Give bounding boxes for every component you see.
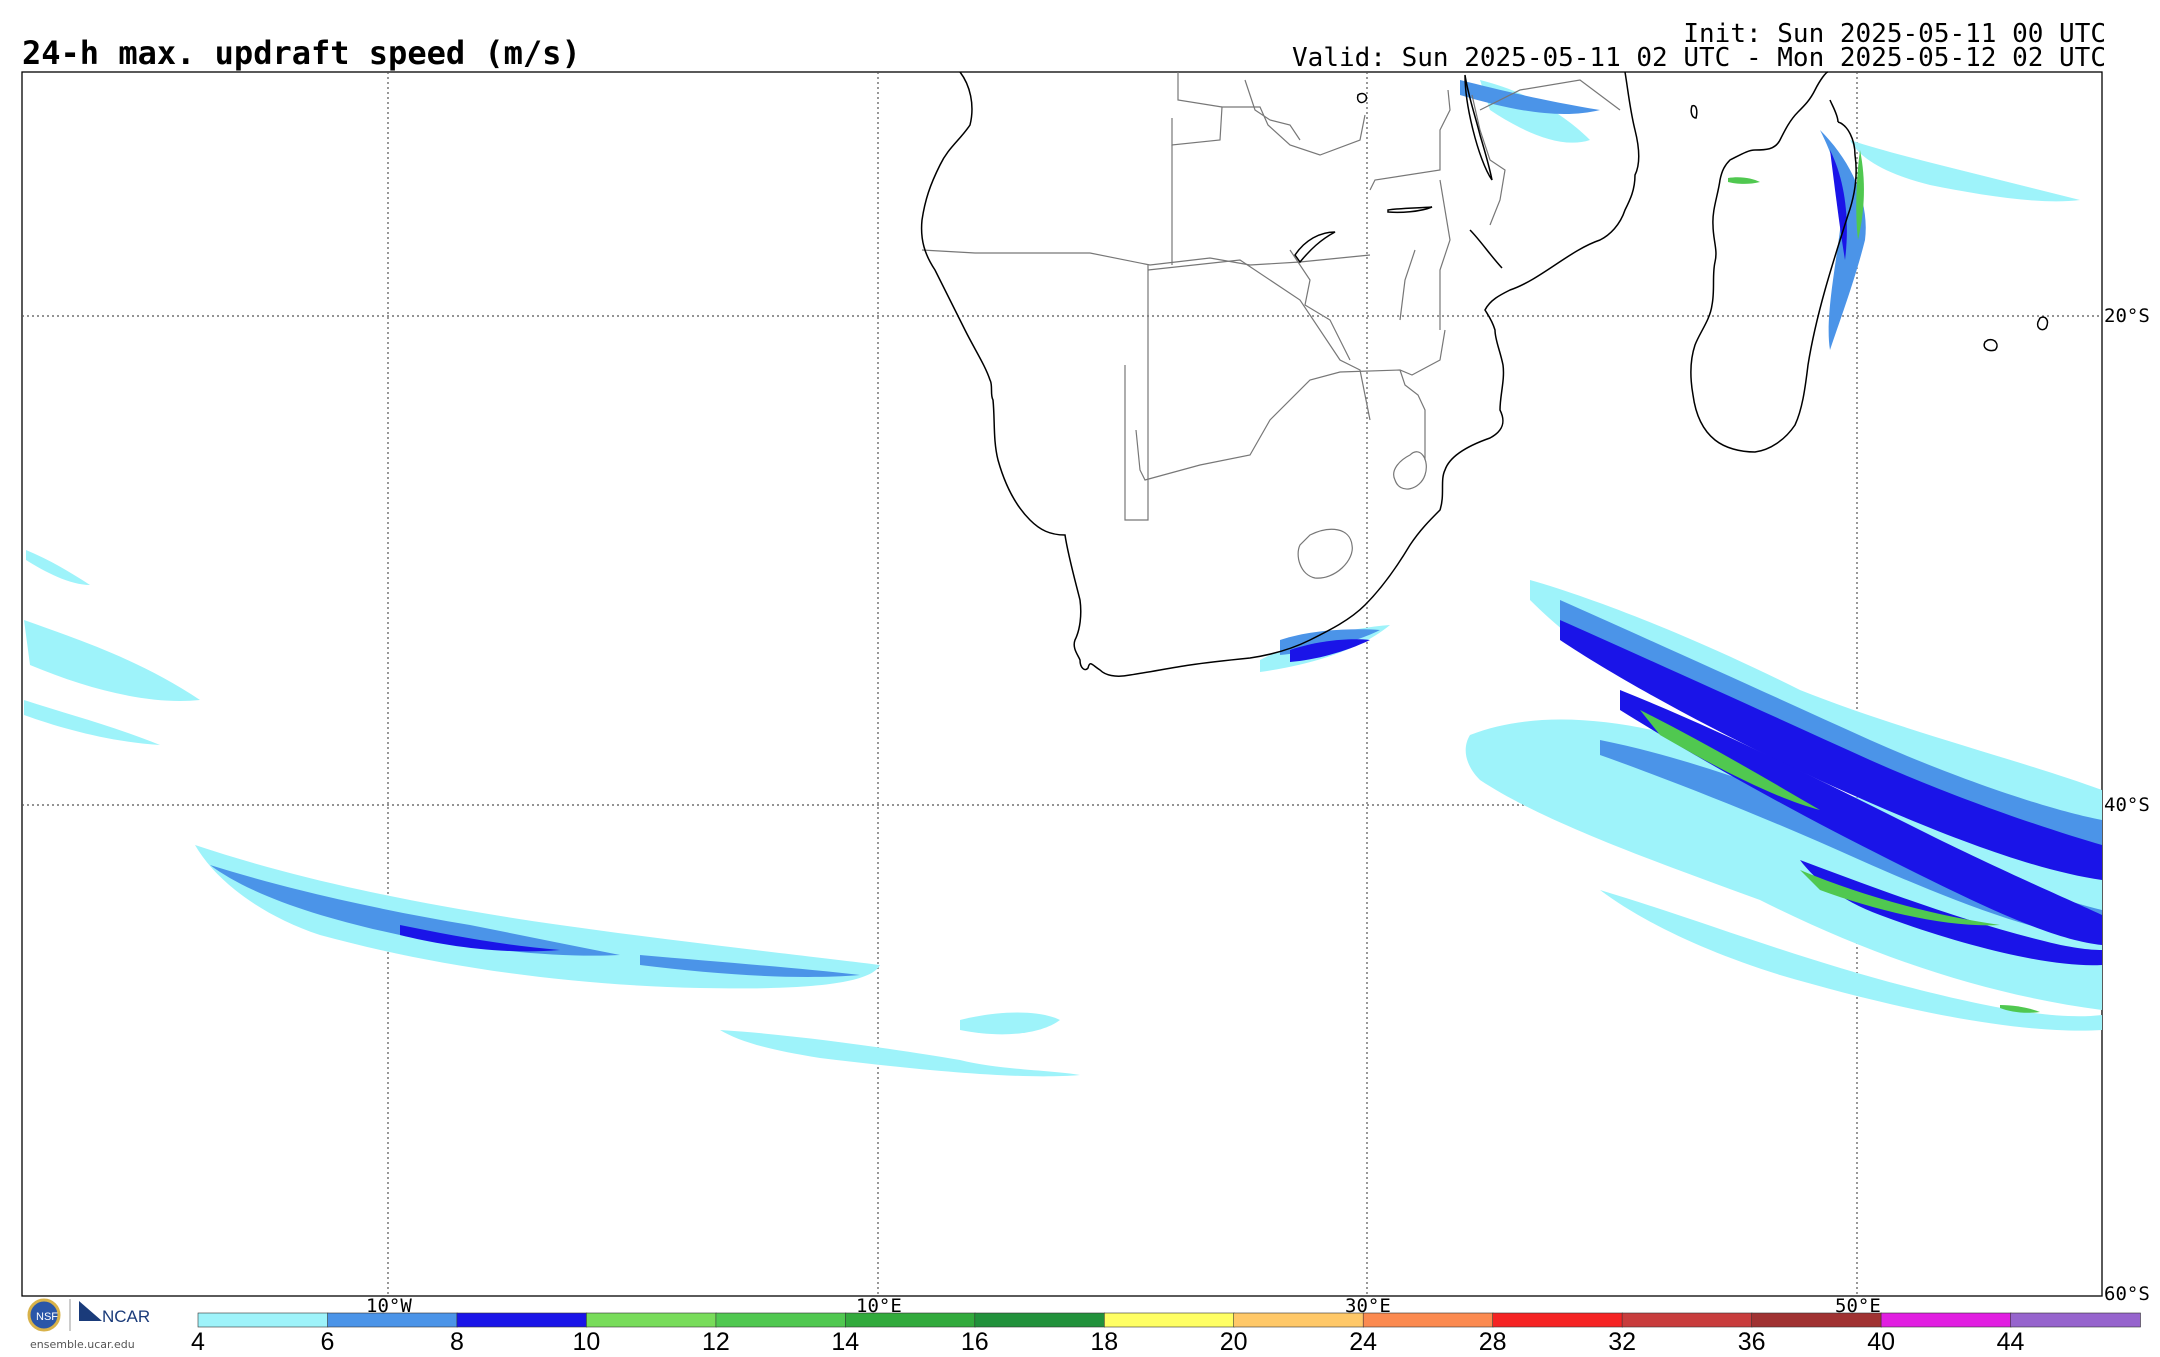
lat-label-40s: 40°S	[2104, 794, 2150, 816]
init-time: Init: Sun 2025-05-11 00 UTC	[1683, 19, 2106, 49]
colorbar-swatch	[1104, 1312, 1235, 1328]
graticule	[22, 72, 2102, 1296]
colorbar-swatch	[1621, 1312, 1753, 1328]
colorbar-tick-label: 28	[1479, 1328, 1507, 1354]
page-title: 24-h max. updraft speed (m/s)	[22, 34, 581, 72]
colorbar-tick-label: 24	[1349, 1328, 1377, 1354]
colorbar-swatch	[2010, 1312, 2141, 1328]
ncar-logo-icon	[79, 1301, 102, 1321]
colorbar-swatch	[715, 1312, 847, 1328]
colorbar-tick-label: 40	[1867, 1328, 1895, 1354]
svg-text:NSF: NSF	[36, 1311, 58, 1323]
colorbar-tick-label: 4	[191, 1328, 205, 1354]
colorbar-swatch	[197, 1312, 329, 1328]
updraft-field	[24, 80, 2102, 1077]
lat-label-20s: 20°S	[2104, 305, 2150, 327]
colorbar-swatch	[1880, 1312, 2012, 1328]
colorbar-swatch	[1362, 1312, 1494, 1328]
ncar-logo-text: NCAR	[102, 1307, 151, 1326]
colorbar-swatch	[844, 1312, 976, 1328]
lon-label-30e: 30°E	[1345, 1295, 1391, 1317]
colorbar-swatch	[586, 1312, 717, 1328]
colorbar: 4 6 8 10 12 14 16 18 20 24 28 32 36 40 44	[191, 1312, 2141, 1354]
colorbar-swatch	[1751, 1312, 1882, 1328]
colorbar-swatch	[1492, 1312, 1623, 1328]
map-frame	[21, 71, 2103, 1297]
colorbar-tick-label: 36	[1738, 1328, 1766, 1354]
country-borders	[921, 72, 1621, 579]
colorbar-swatch	[974, 1312, 1106, 1328]
lon-label-50e: 50°E	[1835, 1295, 1881, 1317]
lon-label-10e: 10°E	[856, 1295, 902, 1317]
colorbar-tick-label: 32	[1608, 1328, 1636, 1354]
colorbar-tick-label: 18	[1090, 1328, 1118, 1354]
colorbar-swatch	[1233, 1312, 1364, 1328]
colorbar-tick-label: 44	[1997, 1328, 2025, 1354]
colorbar-tick-label: 6	[321, 1328, 335, 1354]
nsf-logo-icon	[27, 1298, 61, 1332]
colorbar-swatch	[456, 1312, 588, 1328]
colorbar-swatch	[327, 1312, 458, 1328]
colorbar-tick-label: 16	[961, 1328, 989, 1354]
logo-area: NSF	[24, 1297, 164, 1353]
colorbar-tick-label: 10	[572, 1328, 600, 1354]
logo-url: ensemble.ucar.edu	[30, 1338, 135, 1351]
colorbar-tick-label: 8	[450, 1328, 464, 1354]
colorbar-tick-label: 20	[1220, 1328, 1248, 1354]
lat-label-60s: 60°S	[2104, 1283, 2150, 1305]
colorbar-tick-label: 12	[702, 1328, 730, 1354]
coastline	[920, 71, 2049, 677]
colorbar-tick-label: 14	[831, 1328, 859, 1354]
valid-time: Valid: Sun 2025-05-11 02 UTC - Mon 2025-…	[1292, 43, 2106, 73]
lon-label-10w: 10°W	[366, 1295, 412, 1317]
